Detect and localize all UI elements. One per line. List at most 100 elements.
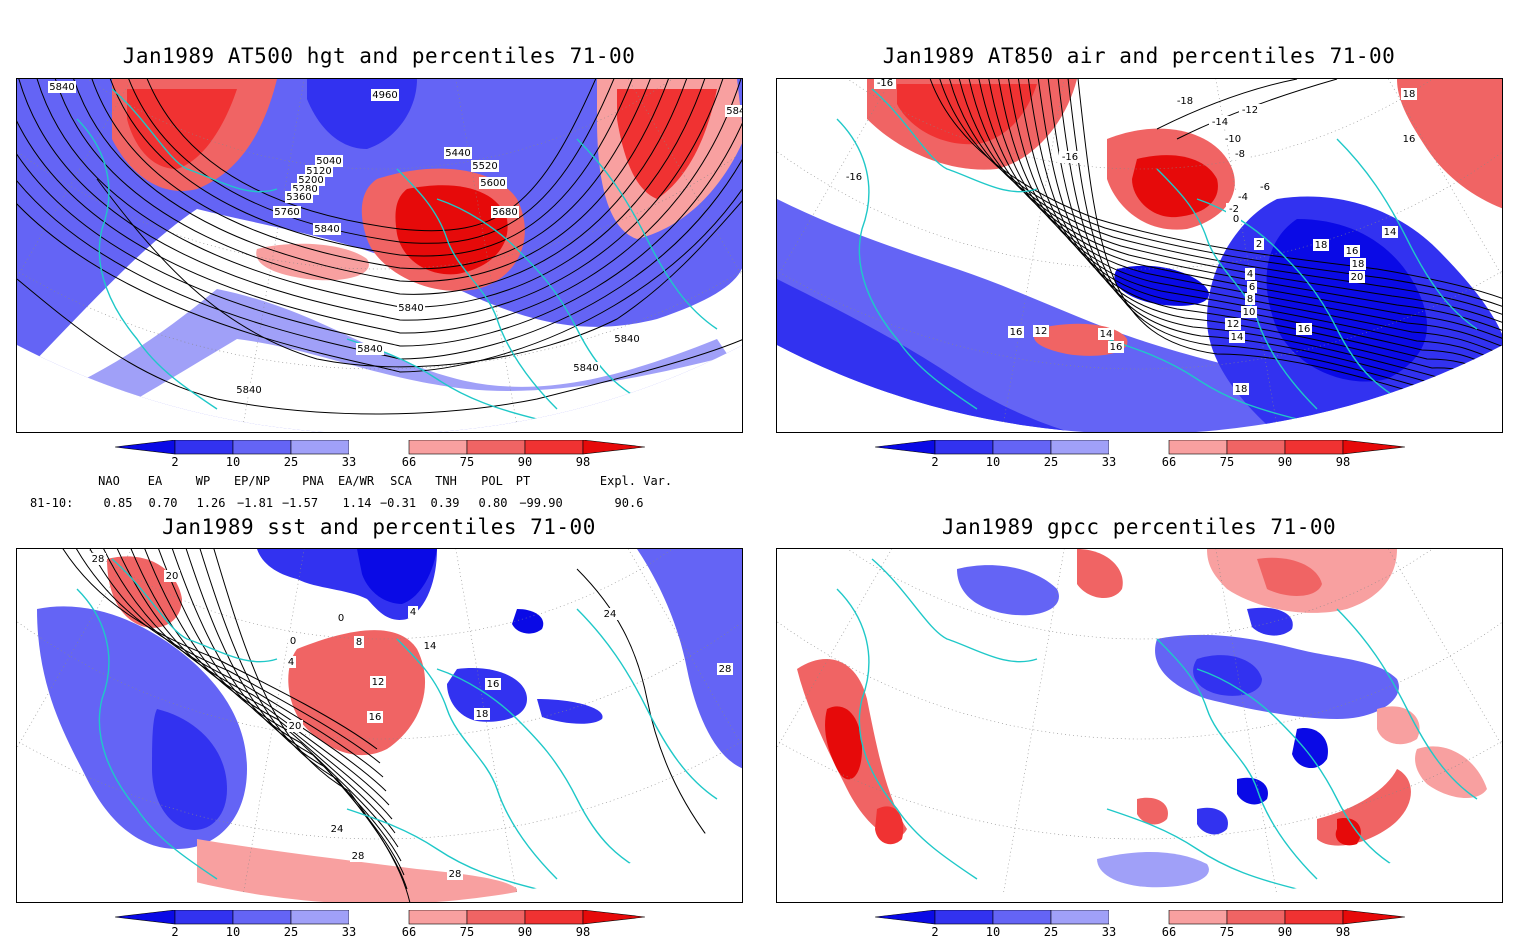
contour-label: -14 <box>1209 116 1231 128</box>
svg-text:-8: -8 <box>1235 149 1245 160</box>
coastline <box>346 808 538 890</box>
percentile-shading <box>1257 557 1322 596</box>
contour-line <box>17 79 727 321</box>
svg-text:14: 14 <box>1231 332 1244 343</box>
contour-line <box>121 79 619 244</box>
contour-line <box>956 79 1502 324</box>
contour-label: -16 <box>1059 151 1081 163</box>
contour-label: 5840 <box>572 362 600 374</box>
svg-text:5840: 5840 <box>314 224 339 235</box>
colorbar-swatch <box>290 440 350 455</box>
svg-text:4: 4 <box>410 607 416 618</box>
percentile-shading <box>1292 728 1328 769</box>
contour-line <box>996 79 1502 356</box>
contour-label: 16 <box>485 678 501 690</box>
map-panel-hgt500: 5840 4960 5040 5120 5200 5280 5360 5440 5520 5600… <box>16 78 743 433</box>
svg-text:5840: 5840 <box>357 344 382 355</box>
colorbar-swatch <box>1284 910 1344 925</box>
contour-line <box>56 549 378 750</box>
svg-text:14: 14 <box>424 641 437 652</box>
percentile-shading <box>1193 655 1262 696</box>
map-disc <box>777 79 1502 432</box>
contour-line <box>67 79 673 282</box>
contour-label: 5840 <box>48 81 76 93</box>
contour-label: -8 <box>1232 148 1248 160</box>
colorbar-tick-label: 66 <box>401 455 417 469</box>
contour-label: 20 <box>287 720 303 732</box>
contour-label: -2 <box>1226 203 1242 215</box>
svg-text:16: 16 <box>1346 246 1359 257</box>
contour-label: 16 <box>1008 326 1024 338</box>
svg-text:-6: -6 <box>1260 182 1270 193</box>
map-disc <box>17 79 742 432</box>
colorbar-lower-triangle <box>115 910 176 925</box>
colorbar-tick-label: 2 <box>171 925 179 939</box>
colorbar-tick-label: 98 <box>575 455 591 469</box>
colorbar-tick-label: 90 <box>517 925 533 939</box>
percentile-shading <box>777 199 1502 432</box>
svg-text:28: 28 <box>719 664 732 675</box>
contour-line <box>154 549 399 848</box>
coastline <box>1156 168 1318 410</box>
percentile-shading <box>127 89 237 169</box>
indices-header: PT <box>515 474 531 488</box>
indices-value: 0.39 <box>430 496 460 510</box>
colorbar-swatch <box>408 440 468 455</box>
contour-label: 16 <box>1344 245 1360 257</box>
percentile-shading <box>1197 807 1228 835</box>
contour-line <box>70 549 381 764</box>
indices-value: −0.31 <box>379 496 417 510</box>
indices-value: 0.85 <box>103 496 133 510</box>
contour-label: 8 <box>1245 293 1255 305</box>
svg-text:24: 24 <box>604 609 617 620</box>
indices-header-row: NAO EA WP EP/NP PNA EA/WR SCA TNH POL PT Expl. Var… <box>0 474 760 490</box>
contour-label: 28 <box>717 663 733 675</box>
contour-label: 5520 <box>471 160 499 172</box>
coastline <box>1106 338 1298 420</box>
colorbar-tick-label: 98 <box>1335 925 1351 939</box>
coastline <box>396 638 558 880</box>
contour-label: 24 <box>329 823 345 835</box>
colorbar-swatch <box>349 440 409 454</box>
contour-label: 4960 <box>371 89 399 101</box>
colorbar-swatch <box>992 440 1052 455</box>
contour-label: 5680 <box>491 206 519 218</box>
svg-text:-16: -16 <box>1062 152 1078 163</box>
indices-header: Expl. Var. <box>599 474 673 488</box>
colorbar-tick-label: 66 <box>1161 925 1177 939</box>
colorbar-gpcc: 2 10 25 33 66 75 90 98 <box>875 910 1405 940</box>
coastline <box>871 88 1038 193</box>
contour-label: 24 <box>602 608 618 620</box>
percentile-shading <box>1077 549 1123 599</box>
contour-label: 4 <box>1245 268 1255 280</box>
colorbar-tick-label: 75 <box>1219 925 1235 939</box>
svg-text:-2: -2 <box>1229 204 1239 215</box>
colorbar-swatch <box>524 910 584 925</box>
contour-line <box>576 568 718 850</box>
svg-text:28: 28 <box>92 554 105 565</box>
contour-line <box>1016 79 1502 372</box>
indices-header: SCA <box>390 474 412 488</box>
coastline <box>836 118 978 410</box>
percentile-shading <box>107 556 182 628</box>
colorbar-tick-label: 10 <box>225 455 241 469</box>
contour-line <box>976 79 1502 340</box>
contour-line <box>1156 79 1298 130</box>
contour-line <box>17 79 742 373</box>
map-panel-air850: -16 -18 -14 -12 -10 -8 -6 -4 -2 0 2 4 6 8 10 12 14 16 18 20… <box>776 78 1503 433</box>
panel-title-sst: Jan1989 sst and percentiles 71-00 <box>162 515 596 539</box>
indices-value: 90.6 <box>614 496 644 510</box>
colorbar-hgt500: 2 10 25 33 66 75 90 98 <box>115 440 645 470</box>
svg-text:4: 4 <box>1247 269 1253 280</box>
colorbar-tick-label: 90 <box>1277 925 1293 939</box>
percentile-shading <box>825 706 862 780</box>
colorbar-swatch <box>174 910 234 925</box>
percentile-shading <box>197 839 517 902</box>
contour-label: 5440 <box>444 147 472 159</box>
colorbar-swatch <box>232 910 292 925</box>
colorbar-tick-label: 25 <box>1043 455 1059 469</box>
contour-line <box>85 79 655 270</box>
contour-line <box>210 549 411 902</box>
svg-text:6: 6 <box>1249 282 1255 293</box>
